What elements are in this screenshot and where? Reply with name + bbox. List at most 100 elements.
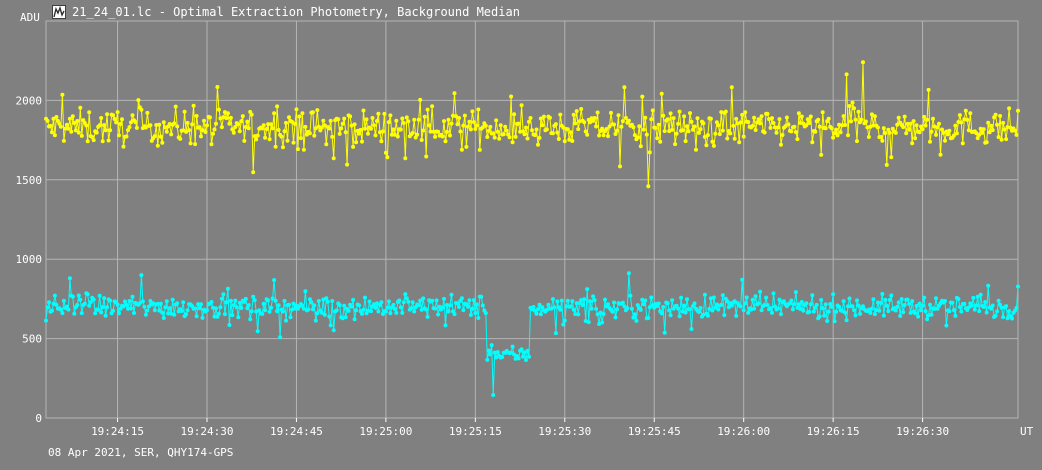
series-2-point	[726, 305, 731, 310]
series-1-point	[641, 127, 646, 132]
series-2-point	[388, 311, 393, 316]
series-2-point	[419, 307, 424, 312]
series-2-point	[871, 297, 876, 302]
series-1-point	[632, 133, 637, 138]
series-2-point	[385, 305, 390, 310]
series-1-point	[823, 126, 828, 131]
series-2-point	[628, 293, 633, 298]
series-1-point	[404, 115, 409, 120]
series-1-point	[200, 128, 205, 133]
series-2-point	[925, 317, 930, 322]
series-1-point	[832, 131, 837, 136]
series-2-point	[855, 298, 859, 303]
series-2-point	[327, 314, 332, 319]
series-2-point	[360, 311, 364, 316]
series-1-point	[376, 111, 381, 116]
x-tick-label: 19:26:15	[807, 425, 860, 438]
series-2-point	[947, 309, 952, 314]
series-1-point	[319, 125, 324, 130]
series-1-point	[445, 129, 449, 134]
series-1-point	[415, 132, 420, 137]
series-2-point	[424, 307, 429, 312]
series-1-point	[643, 115, 648, 120]
series-2-point	[85, 292, 90, 297]
series-2-point	[449, 292, 454, 297]
series-1-point	[618, 164, 622, 169]
series-1-point	[914, 123, 919, 128]
series-2-point	[825, 319, 830, 323]
series-1-point	[555, 130, 560, 135]
series-1-point	[601, 133, 606, 138]
series-1-point	[567, 137, 572, 142]
series-2-point	[741, 308, 746, 313]
series-1-point	[233, 125, 238, 129]
series-1-point	[476, 107, 481, 112]
series-1-point	[99, 116, 104, 120]
series-2-point	[917, 301, 922, 306]
series-1-point	[392, 132, 397, 137]
series-2-point	[108, 298, 113, 303]
series-1-point	[795, 137, 800, 142]
series-1-point	[372, 123, 376, 128]
series-2-point	[807, 310, 812, 314]
series-2-point	[799, 300, 804, 304]
series-1-point	[158, 134, 163, 139]
series-1-point	[798, 120, 803, 125]
series-1-point	[538, 116, 543, 121]
series-2-point	[257, 308, 262, 313]
series-2-point	[779, 312, 783, 317]
series-1-point	[996, 135, 1001, 139]
series-1-point	[455, 122, 460, 127]
series-2-point	[164, 299, 169, 304]
series-1-point	[512, 112, 517, 117]
series-1-point	[433, 134, 438, 139]
series-1-point	[613, 132, 618, 136]
series-2-point	[352, 317, 357, 322]
series-1-point	[957, 113, 962, 118]
series-2-point	[533, 308, 537, 313]
series-1-point	[734, 116, 739, 121]
series-2-point	[485, 357, 490, 362]
series-1-point	[981, 127, 986, 132]
series-1-point	[600, 126, 605, 131]
series-2-point	[60, 311, 65, 316]
series-1-point	[340, 121, 345, 126]
series-1-point	[774, 130, 779, 135]
series-2-point	[467, 298, 472, 303]
series-1-point	[100, 139, 105, 144]
series-2-point	[61, 298, 66, 303]
series-1-point	[841, 114, 846, 119]
series-2-point	[255, 329, 260, 334]
series-1-point	[406, 119, 411, 124]
series-2-point	[509, 350, 514, 355]
series-1-point	[255, 133, 260, 138]
series-1-point	[118, 122, 123, 126]
series-2-point	[536, 307, 540, 312]
series-1-point	[533, 133, 537, 138]
series-1-point	[52, 133, 57, 138]
series-1-point	[442, 119, 446, 124]
series-2-point	[562, 318, 567, 323]
series-2-point	[184, 312, 189, 317]
series-1-point	[459, 147, 464, 152]
series-2-point	[615, 307, 619, 312]
series-1-point	[395, 134, 400, 139]
series-2-point	[843, 310, 848, 315]
series-2-point	[132, 311, 136, 315]
series-2-point	[1007, 309, 1012, 314]
x-tick-label: 19:25:30	[538, 425, 591, 438]
series-1-point	[494, 118, 499, 123]
series-1-point	[468, 127, 473, 132]
series-1-point	[937, 121, 941, 126]
series-2-point	[989, 306, 994, 311]
series-1-point	[127, 125, 132, 130]
series-1-point	[322, 123, 327, 128]
series-2-point	[546, 302, 551, 307]
series-1-point	[510, 140, 515, 145]
series-1-point	[91, 138, 96, 143]
series-2-point	[829, 304, 834, 309]
series-2-point	[565, 298, 570, 303]
series-1-point	[173, 104, 178, 109]
series-2-point	[369, 309, 373, 314]
series-2-point	[643, 298, 648, 303]
